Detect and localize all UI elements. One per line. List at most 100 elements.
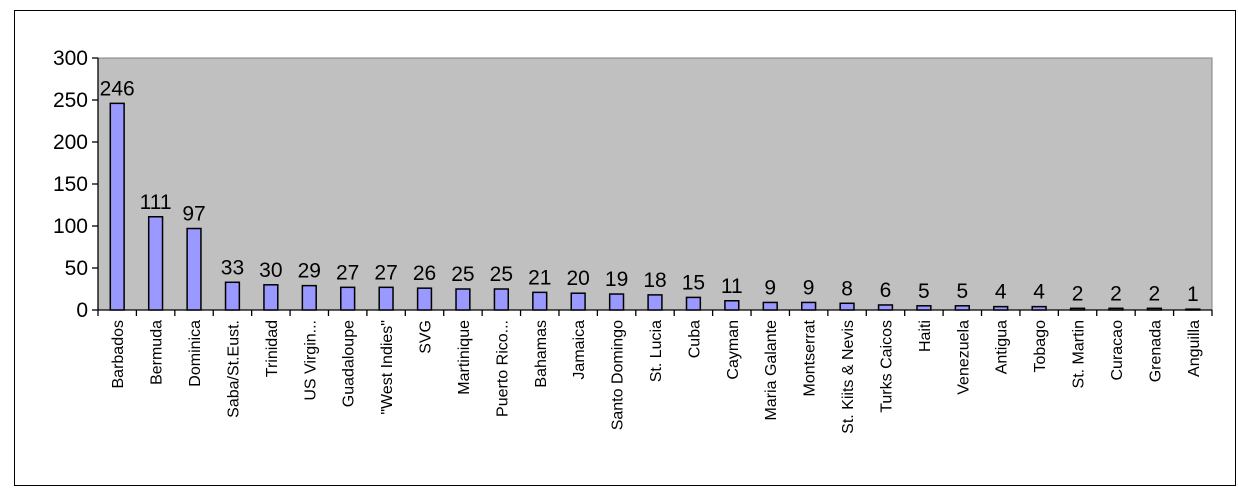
data-label: 246 xyxy=(100,77,135,100)
data-label: 11 xyxy=(721,275,743,298)
data-label: 30 xyxy=(259,259,282,282)
bar xyxy=(532,291,548,311)
data-label: 19 xyxy=(605,268,628,291)
x-category-label: Bermuda xyxy=(149,320,166,385)
bar xyxy=(455,288,471,311)
y-tick-label: 200 xyxy=(53,131,88,154)
bar-series xyxy=(109,102,1201,311)
bar xyxy=(1146,307,1163,311)
bar xyxy=(263,284,279,311)
data-label: 111 xyxy=(140,191,172,214)
x-category-label: Jamaica xyxy=(571,320,588,380)
x-category-label: Anguilla xyxy=(1186,320,1203,377)
bar xyxy=(839,302,855,311)
x-category-label: Puerto Rico... xyxy=(494,320,511,417)
data-label: 26 xyxy=(413,262,436,285)
bar xyxy=(570,292,586,311)
data-label: 4 xyxy=(995,281,1007,304)
y-tick-label: 300 xyxy=(53,47,88,70)
bar xyxy=(724,300,740,311)
bar xyxy=(1108,307,1124,311)
bar xyxy=(1185,308,1201,311)
bar xyxy=(109,102,125,311)
data-label: 18 xyxy=(643,269,666,292)
data-label: 6 xyxy=(880,279,892,302)
bar xyxy=(647,294,663,311)
bar xyxy=(224,281,241,311)
x-category-label: "West Indies" xyxy=(379,320,396,415)
x-category-label: Cayman xyxy=(725,320,742,380)
y-tick-label: 0 xyxy=(76,299,88,322)
x-category-label: Trinidad xyxy=(264,320,281,377)
data-label: 5 xyxy=(918,280,930,303)
data-label: 2 xyxy=(1149,282,1161,305)
x-category-label: Guadaloupe xyxy=(341,320,358,407)
y-tick-label: 100 xyxy=(53,215,88,238)
bar xyxy=(800,301,817,311)
bar xyxy=(416,287,433,311)
x-category-label: Maria Galante xyxy=(763,320,780,421)
bar xyxy=(608,293,625,311)
bar xyxy=(993,305,1009,311)
data-label: 9 xyxy=(764,276,776,299)
bar xyxy=(493,288,510,311)
bar xyxy=(147,216,164,311)
data-label: 1 xyxy=(1187,283,1199,306)
x-category-label: Saba/St.Eust. xyxy=(225,320,242,418)
bar xyxy=(186,227,202,311)
x-category-label: Venezuela xyxy=(955,320,972,395)
bar xyxy=(340,286,356,311)
data-label: 29 xyxy=(298,260,321,283)
x-category-label: Bahamas xyxy=(533,320,550,388)
plot-area xyxy=(97,57,1213,311)
x-category-label: Grenada xyxy=(1147,320,1164,382)
x-category-label: Dominica xyxy=(187,320,204,387)
x-category-label: Cuba xyxy=(686,320,703,358)
x-category-label: SVG xyxy=(418,320,435,354)
data-label: 2 xyxy=(1110,282,1122,305)
bar xyxy=(762,301,778,311)
x-category-label: Turks Caicos xyxy=(878,320,895,413)
data-label: 25 xyxy=(490,263,513,286)
x-category-label: US Virgin... xyxy=(302,320,319,401)
data-label: 27 xyxy=(374,261,397,284)
data-label: 9 xyxy=(803,276,815,299)
bar xyxy=(378,286,394,311)
data-label: 15 xyxy=(682,271,705,294)
x-category-label: Antigua xyxy=(994,320,1011,374)
y-axis: 0 50 100 150 200 250 300 xyxy=(53,47,99,322)
x-category-label: St. Lucia xyxy=(648,320,665,382)
x-category-label: Curacao xyxy=(1109,320,1126,381)
data-label: 4 xyxy=(1033,281,1045,304)
x-category-label: Barbados xyxy=(110,320,127,389)
bar xyxy=(954,305,970,311)
data-label: 20 xyxy=(566,267,589,290)
bar xyxy=(685,296,702,311)
x-category-label: Haiti xyxy=(917,320,934,352)
x-category-label: Tobago xyxy=(1032,320,1049,373)
bar xyxy=(301,284,317,311)
data-label: 27 xyxy=(336,261,359,284)
x-axis: Barbados Bermuda Dominica Saba/St.Eust. Trin… xyxy=(97,309,1213,434)
x-category-label: Martinique xyxy=(456,320,473,395)
bar xyxy=(916,305,932,311)
data-label: 97 xyxy=(182,203,205,226)
data-label: 25 xyxy=(451,263,474,286)
data-label: 5 xyxy=(956,280,968,303)
bar xyxy=(877,304,894,311)
y-tick-label: 150 xyxy=(53,173,88,196)
y-tick-label: 250 xyxy=(53,89,88,112)
data-label: 8 xyxy=(841,277,853,300)
data-label: 33 xyxy=(221,256,244,279)
bar xyxy=(1031,305,1047,311)
x-category-label: Montserrat xyxy=(802,319,819,396)
data-label: 21 xyxy=(528,266,551,289)
bar xyxy=(1069,307,1086,311)
x-category-label: Santo Domingo xyxy=(610,320,627,430)
data-label: 2 xyxy=(1072,282,1084,305)
x-category-label: St. Martin xyxy=(1071,320,1088,388)
x-category-label: St. Kiits & Nevis xyxy=(840,320,857,434)
y-tick-label: 50 xyxy=(65,257,88,280)
